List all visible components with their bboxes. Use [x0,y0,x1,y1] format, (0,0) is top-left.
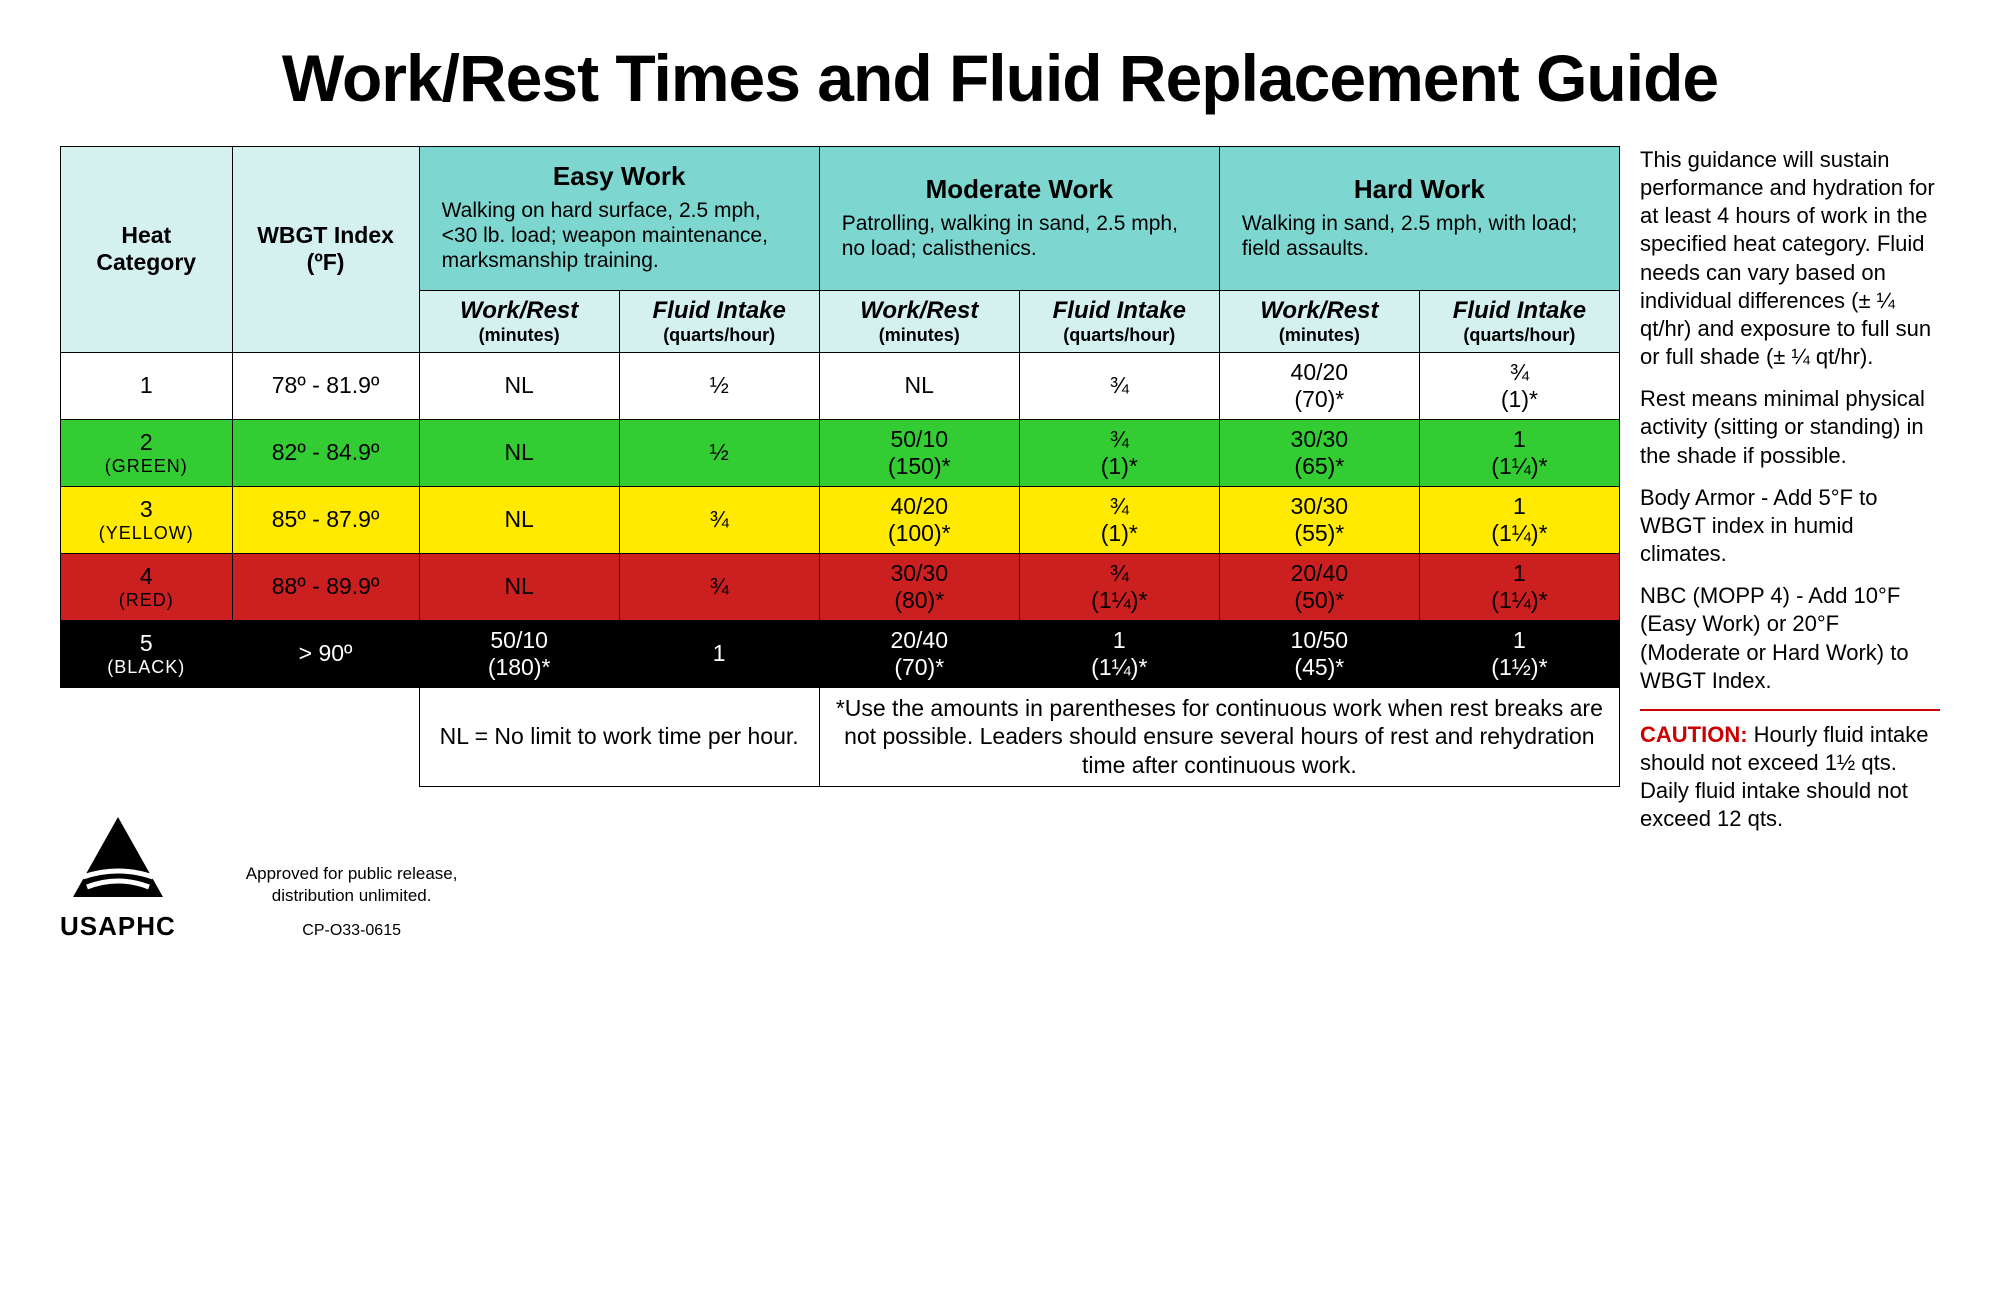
value-cell: ¾ [619,486,819,553]
value-cell: 1(1¼)* [1419,419,1619,486]
footnote-nl: NL = No limit to work time per hour. [419,687,819,786]
table-column: Heat Category WBGT Index (ºF) Easy Work … [60,146,1620,942]
hdr-hard-desc: Walking in sand, 2.5 mph, with load; fie… [1228,207,1611,271]
hdr-moderate-title: Moderate Work [926,174,1113,204]
hdr-heat-cat: Heat Category [61,147,233,353]
value-cell: 1(1¼)* [1019,620,1219,687]
guidance-p1: This guidance will sustain performance a… [1640,146,1940,371]
value-cell: ¾ [619,553,819,620]
value-cell: ¾ [1019,352,1219,419]
heat-category-cell: 5(BLACK) [61,620,233,687]
sub-easy-workrest: Work/Rest(minutes) [419,290,619,352]
footnote-row: NL = No limit to work time per hour. *Us… [61,687,1620,786]
value-cell: NL [819,352,1019,419]
hdr-easy-desc: Walking on hard surface, 2.5 mph, <30 lb… [428,194,811,284]
value-cell: 30/30(80)* [819,553,1019,620]
hdr-wbgt: WBGT Index (ºF) [232,147,419,353]
guidance-p4: NBC (MOPP 4) - Add 10°F (Easy Work) or 2… [1640,582,1940,695]
footnote-star: *Use the amounts in parentheses for cont… [819,687,1619,786]
usaphc-logo-icon [63,817,173,907]
sub-hard-fluid: Fluid Intake(quarts/hour) [1419,290,1619,352]
hdr-hard: Hard Work Walking in sand, 2.5 mph, with… [1219,147,1619,291]
hdr-moderate-desc: Patrolling, walking in sand, 2.5 mph, no… [828,207,1211,271]
heat-category-cell: 4(RED) [61,553,233,620]
main-layout: Heat Category WBGT Index (ºF) Easy Work … [60,146,1940,942]
hdr-hard-title: Hard Work [1354,174,1485,204]
release-line2: distribution unlimited. [246,885,458,907]
logo-text: USAPHC [60,911,176,942]
value-cell: ½ [619,352,819,419]
value-cell: 20/40(70)* [819,620,1019,687]
sub-hard-workrest: Work/Rest(minutes) [1219,290,1419,352]
value-cell: 1(1½)* [1419,620,1619,687]
header-row-1: Heat Category WBGT Index (ºF) Easy Work … [61,147,1620,291]
wbgt-cell: 88º - 89.9º [232,553,419,620]
value-cell: NL [419,352,619,419]
heat-category-cell: 2(GREEN) [61,419,233,486]
release-block: Approved for public release, distributio… [246,863,458,942]
value-cell: ½ [619,419,819,486]
value-cell: 1 [619,620,819,687]
value-cell: 40/20(100)* [819,486,1019,553]
page-title: Work/Rest Times and Fluid Replacement Gu… [60,40,1940,116]
caution-paragraph: CAUTION: Hourly fluid intake should not … [1640,721,1940,834]
value-cell: 1(1¼)* [1419,486,1619,553]
wbgt-cell: 85º - 87.9º [232,486,419,553]
wbgt-cell: 82º - 84.9º [232,419,419,486]
logo-block: USAPHC [60,817,176,942]
caution-rule [1640,709,1940,711]
table-row: 5(BLACK)> 90º50/10(180)*120/40(70)*1(1¼)… [61,620,1620,687]
value-cell: 40/20(70)* [1219,352,1419,419]
hdr-easy: Easy Work Walking on hard surface, 2.5 m… [419,147,819,291]
sub-easy-fluid: Fluid Intake(quarts/hour) [619,290,819,352]
wbgt-cell: 78º - 81.9º [232,352,419,419]
guide-table: Heat Category WBGT Index (ºF) Easy Work … [60,146,1620,787]
value-cell: ¾(1)* [1019,419,1219,486]
value-cell: 50/10(150)* [819,419,1019,486]
doc-number: CP-O33-0615 [246,921,458,942]
guidance-p2: Rest means minimal physical activity (si… [1640,385,1940,469]
value-cell: ¾(1¼)* [1019,553,1219,620]
hdr-easy-title: Easy Work [553,161,685,191]
sub-mod-workrest: Work/Rest(minutes) [819,290,1019,352]
heat-category-cell: 1 [61,352,233,419]
value-cell: 30/30(65)* [1219,419,1419,486]
value-cell: 10/50(45)* [1219,620,1419,687]
value-cell: 30/30(55)* [1219,486,1419,553]
value-cell: 20/40(50)* [1219,553,1419,620]
value-cell: 50/10(180)* [419,620,619,687]
table-row: 3(YELLOW)85º - 87.9ºNL¾40/20(100)*¾(1)*3… [61,486,1620,553]
wbgt-cell: > 90º [232,620,419,687]
value-cell: 1(1¼)* [1419,553,1619,620]
value-cell: NL [419,419,619,486]
heat-category-cell: 3(YELLOW) [61,486,233,553]
table-row: 4(RED)88º - 89.9ºNL¾30/30(80)*¾(1¼)*20/4… [61,553,1620,620]
guidance-p3: Body Armor - Add 5°F to WBGT index in hu… [1640,484,1940,568]
sub-mod-fluid: Fluid Intake(quarts/hour) [1019,290,1219,352]
value-cell: ¾(1)* [1019,486,1219,553]
footer: USAPHC Approved for public release, dist… [60,817,1620,942]
value-cell: NL [419,486,619,553]
value-cell: ¾(1)* [1419,352,1619,419]
value-cell: NL [419,553,619,620]
table-row: 178º - 81.9ºNL½NL¾40/20(70)*¾(1)* [61,352,1620,419]
table-row: 2(GREEN)82º - 84.9ºNL½50/10(150)*¾(1)*30… [61,419,1620,486]
sidebar-guidance: This guidance will sustain performance a… [1640,146,1940,847]
caution-label: CAUTION: [1640,722,1748,747]
hdr-moderate: Moderate Work Patrolling, walking in san… [819,147,1219,291]
release-line1: Approved for public release, [246,863,458,885]
